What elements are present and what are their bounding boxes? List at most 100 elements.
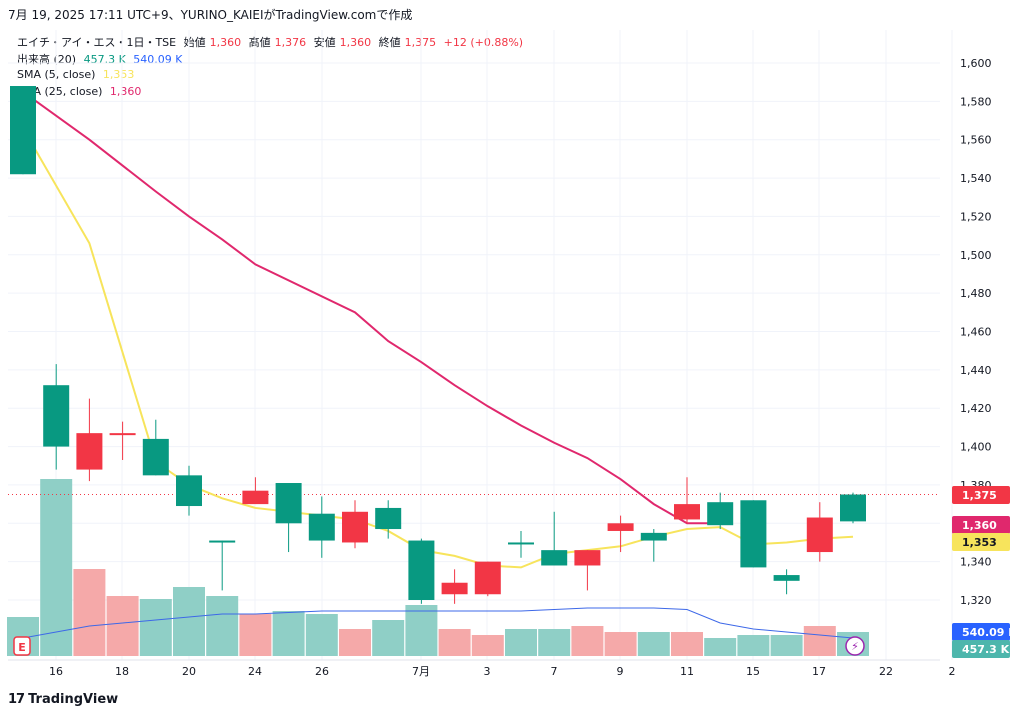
candle-body (242, 490, 269, 505)
candle-body (342, 511, 368, 543)
candle-body (43, 385, 70, 447)
open-value: 1,360 (209, 36, 242, 49)
volume-ma-badge: 540.09 K (952, 623, 1017, 641)
volume-badge: 457.3 K (952, 640, 1010, 658)
svg-text:1,375: 1,375 (962, 489, 997, 502)
x-tick-label: 20 (182, 665, 196, 678)
candle-body (441, 582, 468, 595)
candle-body (109, 433, 136, 436)
volume-bar (339, 629, 371, 656)
volume-bar (704, 638, 737, 656)
svg-text:540.09 K: 540.09 K (962, 626, 1017, 639)
candle-body (275, 483, 302, 524)
y-tick-label: 1,320 (960, 594, 992, 607)
candle-body (574, 550, 601, 566)
volume-bar (139, 599, 172, 656)
volume-bar (538, 629, 571, 656)
volume-bar (73, 569, 106, 656)
candle-body (308, 513, 335, 541)
tradingview-mark-icon: 17 (8, 692, 25, 707)
x-tick-label: 2 (949, 665, 956, 678)
dividend-marker-icon: ⚡ (845, 636, 865, 656)
volume-bar (239, 614, 272, 656)
low-label: 安値 (313, 36, 336, 49)
candle-body (408, 540, 435, 600)
y-tick-label: 1,520 (960, 210, 992, 223)
close-value: 1,375 (404, 36, 437, 49)
x-tick-label: 18 (115, 665, 129, 678)
volume-bar (803, 626, 836, 656)
volume-bar (637, 632, 670, 656)
volume-bar (671, 632, 703, 656)
candle-body (209, 540, 236, 543)
volume-bar (372, 620, 405, 656)
svg-text:⚡: ⚡ (851, 640, 859, 653)
x-tick-label: 15 (746, 665, 760, 678)
svg-text:1,360: 1,360 (962, 519, 997, 532)
candle-body (375, 507, 402, 530)
y-tick-label: 1,600 (960, 57, 992, 70)
x-tick-label: 9 (617, 665, 624, 678)
candle-body (806, 517, 833, 553)
volume-bar (405, 605, 438, 656)
y-tick-label: 1,420 (960, 402, 992, 415)
svg-text:E: E (18, 641, 26, 654)
x-tick-label: 7 (551, 665, 558, 678)
volume-bar (770, 635, 803, 656)
candle-body (508, 542, 534, 545)
x-tick-label: 7月 (412, 665, 430, 678)
candle-body (640, 532, 667, 541)
volume-bar (471, 635, 504, 656)
volume-bar (305, 614, 338, 656)
close-price-badge: 1,375 (952, 486, 1010, 504)
tradingview-logo[interactable]: 17 TradingView (8, 692, 118, 707)
candle-body (10, 86, 36, 175)
volume-bar (505, 629, 537, 656)
svg-text:457.3 K: 457.3 K (962, 643, 1010, 656)
y-tick-label: 1,340 (960, 556, 992, 569)
chart-caption: 7月 19, 2025 17:11 UTC+9、YURINO_KAIEIがTra… (8, 8, 413, 22)
earnings-marker-icon: E (13, 636, 31, 656)
candle-body (76, 433, 103, 470)
high-value: 1,376 (274, 36, 307, 49)
change-value: +12 (+0.88%) (443, 36, 524, 49)
sma25-value: 1,360 (109, 85, 142, 98)
y-tick-label: 1,500 (960, 249, 992, 262)
y-tick-label: 1,540 (960, 172, 992, 185)
x-tick-label: 17 (812, 665, 826, 678)
x-tick-label: 22 (879, 665, 893, 678)
y-tick-label: 1,480 (960, 287, 992, 300)
volume-bar (438, 629, 471, 656)
symbol-label: エイチ・アイ・エス・1日・TSE (17, 36, 177, 49)
sma5-line (22, 127, 854, 569)
sma25-label: SMA (25, close) (17, 85, 103, 98)
candle-body (142, 438, 169, 476)
x-tick-label: 11 (680, 665, 694, 678)
sma25-legend: SMA (25, close) 1,360 (17, 85, 145, 98)
sma5-badge: 1,353 (952, 533, 1010, 551)
sma5-value: 1,353 (102, 68, 135, 81)
x-tick-label: 3 (484, 665, 491, 678)
y-tick-label: 1,400 (960, 441, 992, 454)
volume-bar (106, 596, 139, 656)
low-value: 1,360 (339, 36, 372, 49)
volume-bar (272, 611, 305, 656)
candle-body (707, 502, 734, 526)
volume-bar (604, 632, 637, 656)
volume-ma-line (22, 607, 854, 639)
svg-text:1,353: 1,353 (962, 536, 997, 549)
x-tick-label: 26 (315, 665, 329, 678)
candle-body (674, 504, 700, 520)
y-tick-label: 1,580 (960, 95, 992, 108)
volume-bar (737, 635, 770, 656)
candle-body (541, 550, 568, 566)
candle-body (840, 494, 866, 522)
candle-body (607, 523, 634, 531)
candle-body (176, 475, 202, 507)
volume-bar (571, 626, 604, 656)
y-tick-label: 1,460 (960, 326, 992, 339)
volume-bar (40, 479, 73, 656)
close-label: 終値 (378, 36, 401, 49)
sma25-badge: 1,360 (952, 516, 1010, 534)
